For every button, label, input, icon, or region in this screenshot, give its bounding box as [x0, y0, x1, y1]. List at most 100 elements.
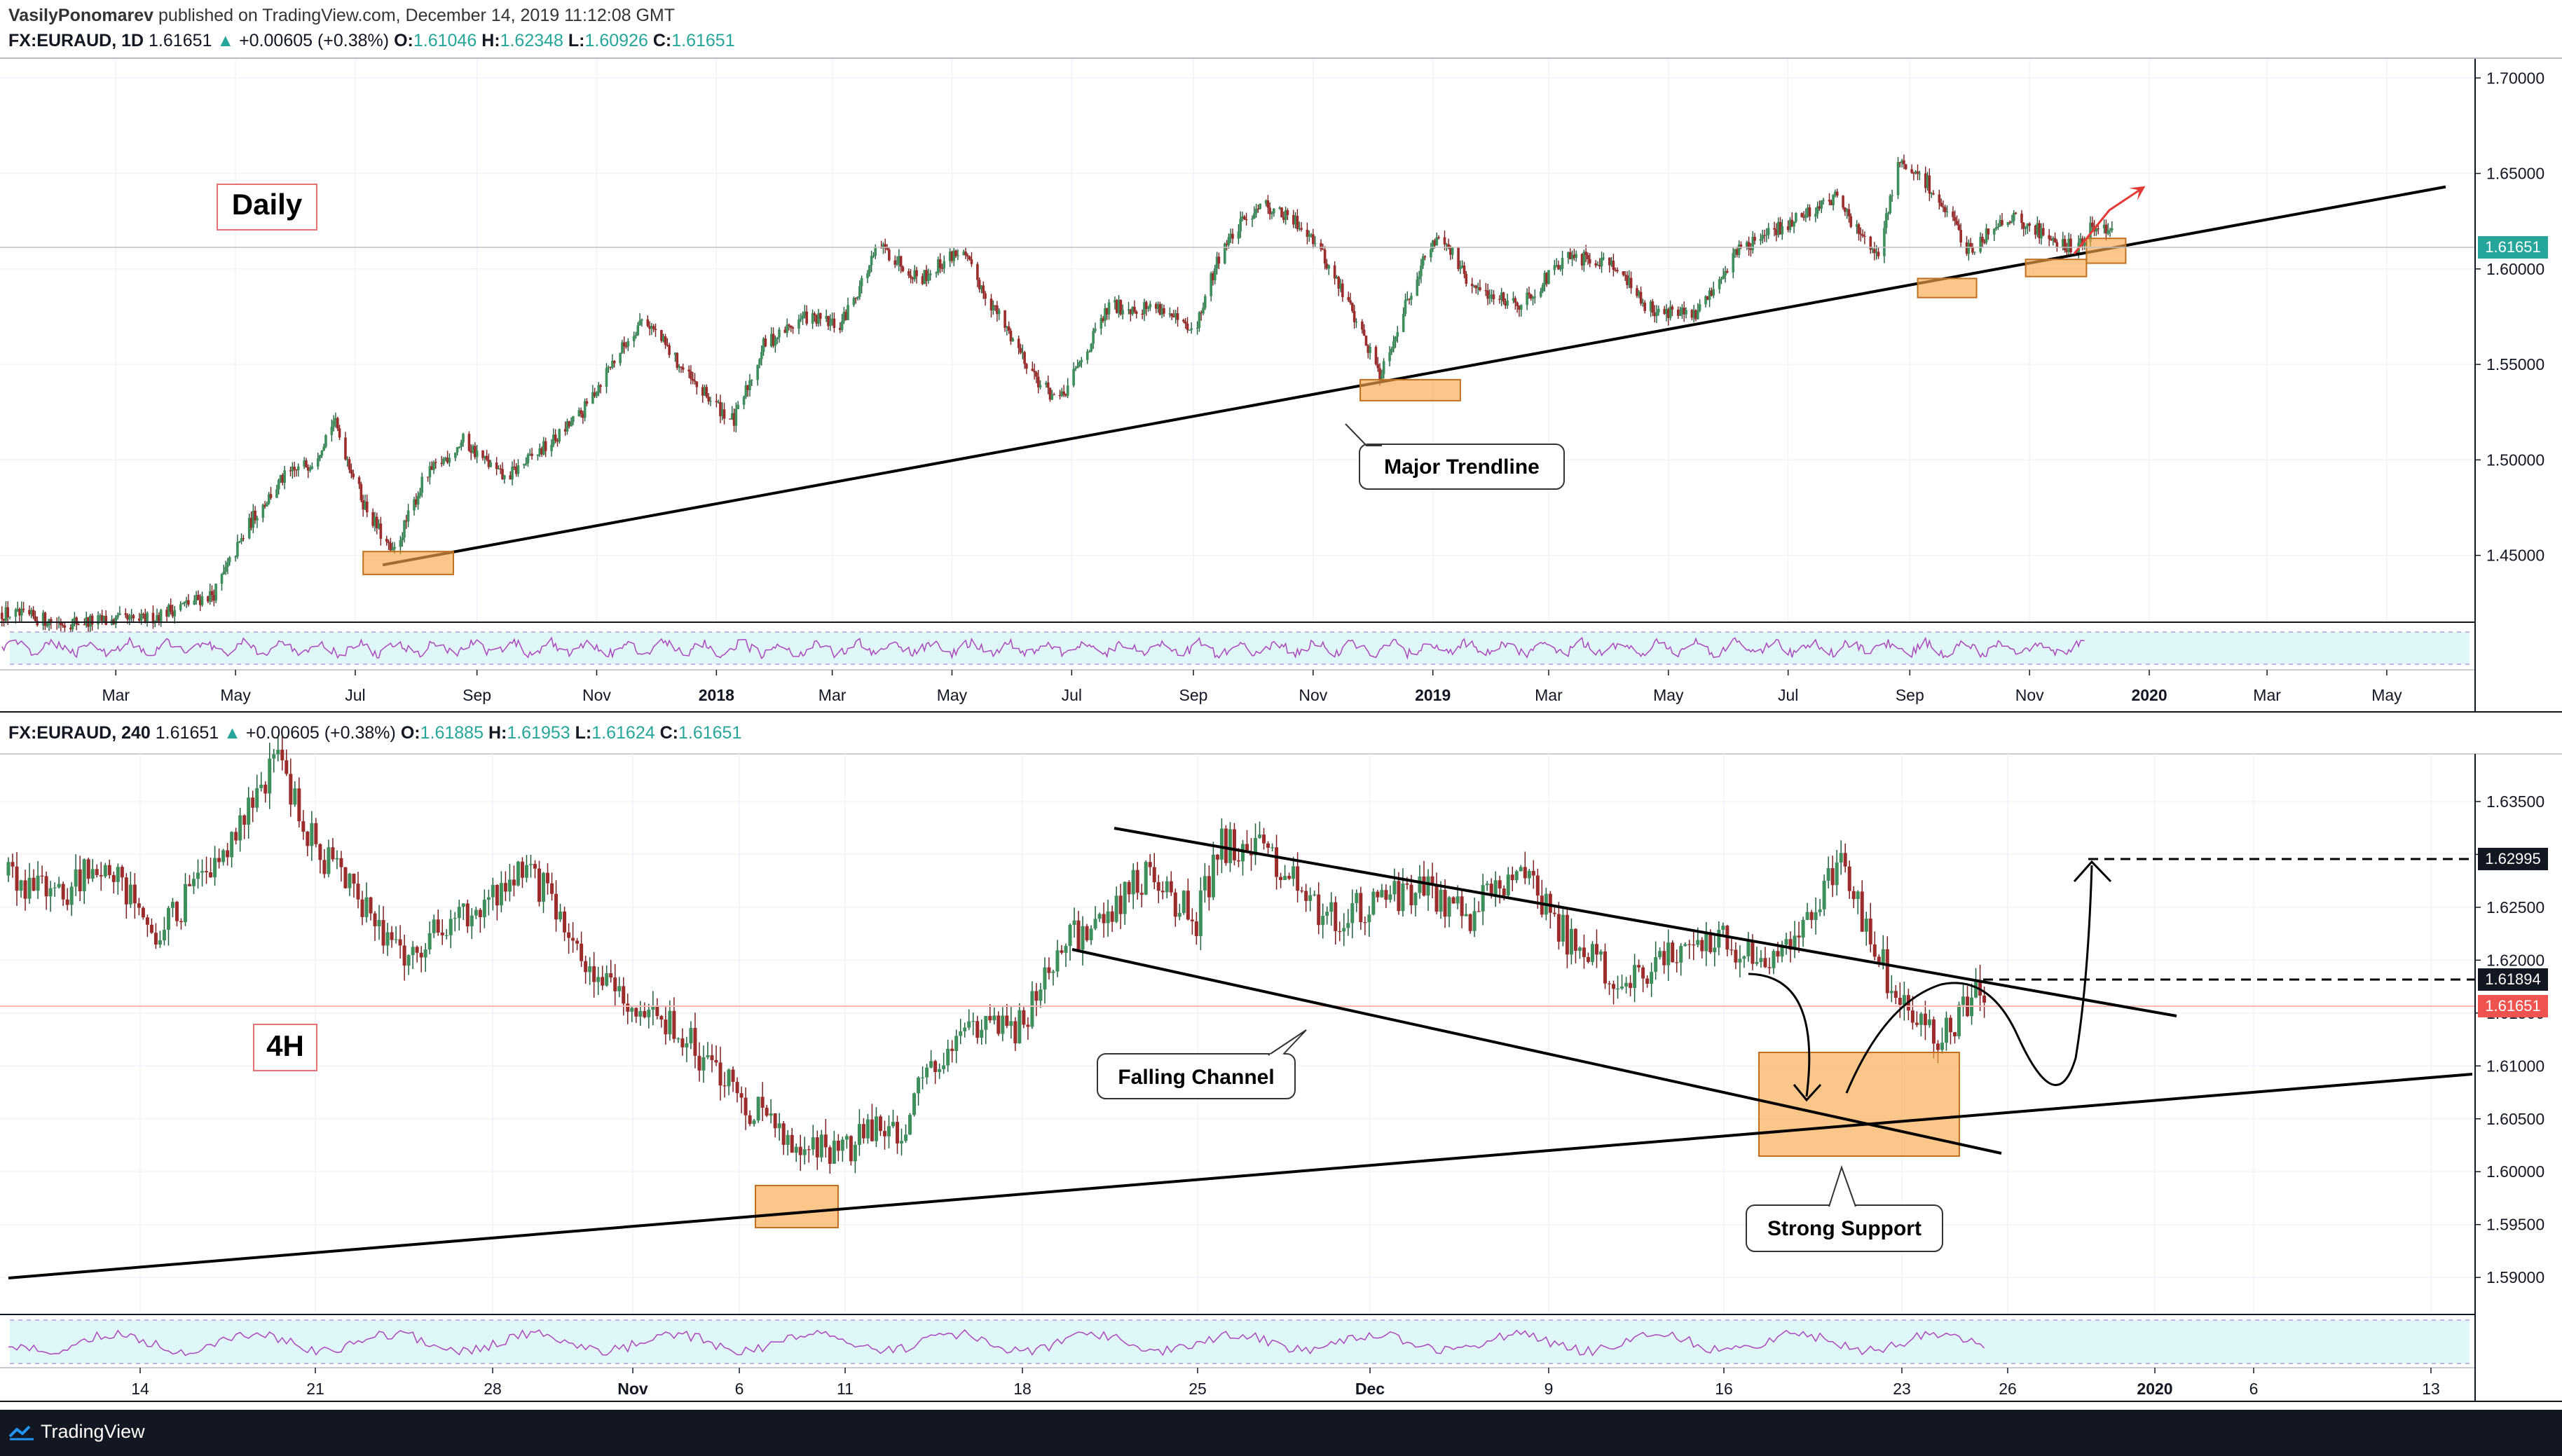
daily-candle-body: [1019, 348, 1022, 353]
daily-candle-body: [756, 364, 759, 380]
daily-candle-body: [138, 618, 141, 621]
daily-candle-body: [1575, 254, 1577, 259]
daily-candle-body: [207, 596, 210, 602]
h4-candle-body: [1034, 991, 1039, 1001]
daily-candle-body: [420, 476, 424, 493]
h4-candle-body: [1624, 982, 1629, 987]
daily-candle-body: [799, 318, 802, 320]
daily-candle-body: [1694, 310, 1697, 320]
daily-candle-body: [577, 410, 581, 417]
daily-price-tag: [2478, 236, 2548, 259]
h4-candle-body: [23, 880, 27, 899]
daily-candle-body: [2022, 223, 2025, 229]
h4-candle-body: [69, 886, 74, 905]
daily-candle-body: [701, 387, 704, 396]
daily-candle-body: [1104, 308, 1107, 322]
daily-candle-body: [1227, 237, 1231, 245]
daily-candle-body: [1085, 351, 1089, 360]
h4-candle-body: [343, 867, 348, 888]
daily-candle-body: [719, 401, 722, 417]
daily-candle-body: [104, 615, 108, 625]
h4-candle-body: [1287, 876, 1292, 879]
daily-candle-body: [393, 547, 396, 549]
author-name[interactable]: VasilyPonomarev: [8, 6, 154, 25]
h4-candle-body: [575, 940, 580, 944]
daily-candle-body: [1580, 254, 1584, 266]
h4-candle-body: [385, 932, 390, 946]
daily-candle-body: [261, 504, 265, 518]
daily-candle-body: [911, 277, 914, 280]
h4-candle-body: [1953, 1032, 1957, 1036]
h4-candle-body: [1211, 854, 1215, 898]
h4-candle-body: [1388, 894, 1392, 900]
daily-candle-body: [1092, 331, 1095, 344]
daily-candle-body: [432, 462, 435, 470]
h4-x-axis[interactable]: 14 21 28 Nov 6 11 18 25 Dec 9 16 23 26 2020 6 13: [131, 1368, 2440, 1398]
daily-candle-body: [673, 352, 677, 355]
daily-candle-body: [662, 336, 665, 341]
daily-candle-body: [1117, 300, 1121, 313]
falling-channel-top[interactable]: [1114, 827, 2177, 1017]
h4-candle-body: [896, 1122, 900, 1143]
h4-pane[interactable]: 4H Falling Channel Strong Support: [0, 735, 2475, 1314]
h4-candle-body: [1843, 853, 1847, 867]
h4-candle-body: [1165, 881, 1169, 893]
h4-symbol[interactable]: FX:EURAUD, 240: [8, 723, 151, 743]
daily-candle-body: [1347, 297, 1350, 301]
h4-candle-body: [1502, 888, 1506, 895]
h4-candle-body: [516, 861, 520, 886]
daily-candle-body: [772, 334, 775, 346]
h4-candle-body: [1430, 876, 1434, 886]
daily-candle-body: [1859, 233, 1863, 235]
daily-symbol[interactable]: FX:EURAUD, 1D: [8, 31, 144, 50]
h4-candle-body: [1552, 912, 1556, 914]
falling-channel-bottom[interactable]: [1071, 948, 2002, 1155]
daily-support-zone: [362, 551, 455, 575]
h4-x-tick-label: Dec: [1355, 1380, 1385, 1398]
h4-candle-body: [1767, 967, 1772, 968]
daily-candle-body: [1215, 256, 1219, 268]
chart-canvas[interactable]: Daily Major Trendline 1.70000 1.65000 1.60…: [0, 0, 2562, 1410]
daily-candle-body: [472, 446, 474, 453]
h4-candle-body: [174, 902, 179, 921]
h4-candle-body: [318, 844, 322, 860]
h4-candle-body: [1961, 996, 1966, 1005]
h4-long-trendline[interactable]: [8, 1073, 2473, 1279]
daily-candle-body: [1802, 217, 1805, 219]
h4-candle-body: [1927, 1019, 1931, 1026]
daily-candle-body: [1058, 394, 1062, 397]
daily-close: 1.61651: [671, 31, 735, 50]
daily-candle-body: [2010, 221, 2013, 223]
h4-candle-body: [1198, 890, 1203, 936]
h4-candle-body: [1371, 891, 1376, 915]
projected-drop-arrow: [1748, 973, 1811, 1097]
daily-pane[interactable]: Daily Major Trendline: [0, 59, 2475, 635]
daily-candle-body: [742, 397, 746, 405]
h4-candle-body: [1814, 912, 1818, 921]
daily-candle-body: [778, 329, 781, 338]
daily-candle-body: [1308, 235, 1311, 238]
h4-candles: [6, 735, 1987, 1174]
daily-candle-body: [1472, 285, 1476, 287]
daily-candle-body: [467, 434, 471, 451]
daily-candle-body: [1174, 313, 1177, 318]
daily-candle-body: [1430, 249, 1432, 258]
daily-candle-body: [254, 510, 256, 521]
daily-candle-body: [403, 520, 406, 538]
h4-candle-body: [672, 1010, 676, 1039]
daily-x-axis[interactable]: Mar May Jul Sep Nov 2018 Mar May Jul Sep Nov 2019 Ma…: [102, 670, 2402, 704]
h4-candle-body: [390, 932, 394, 940]
h4-candle-body: [765, 1107, 769, 1116]
daily-candle-body: [1545, 273, 1548, 284]
daily-candle-body: [1516, 302, 1519, 307]
daily-candle-body: [1163, 308, 1165, 314]
h4-candle-body: [1535, 875, 1540, 896]
daily-candle-body: [1198, 312, 1201, 328]
h4-candle-body: [247, 797, 251, 825]
daily-candle-body: [385, 538, 388, 542]
daily-candle-body: [475, 450, 479, 458]
h4-candle-body: [1401, 883, 1405, 912]
daily-y-axis[interactable]: 1.70000 1.65000 1.60000 1.55000 1.50000 1.450…: [2475, 69, 2544, 565]
tradingview-logo[interactable]: TradingView: [8, 1421, 145, 1443]
daily-candle-body: [389, 542, 392, 551]
